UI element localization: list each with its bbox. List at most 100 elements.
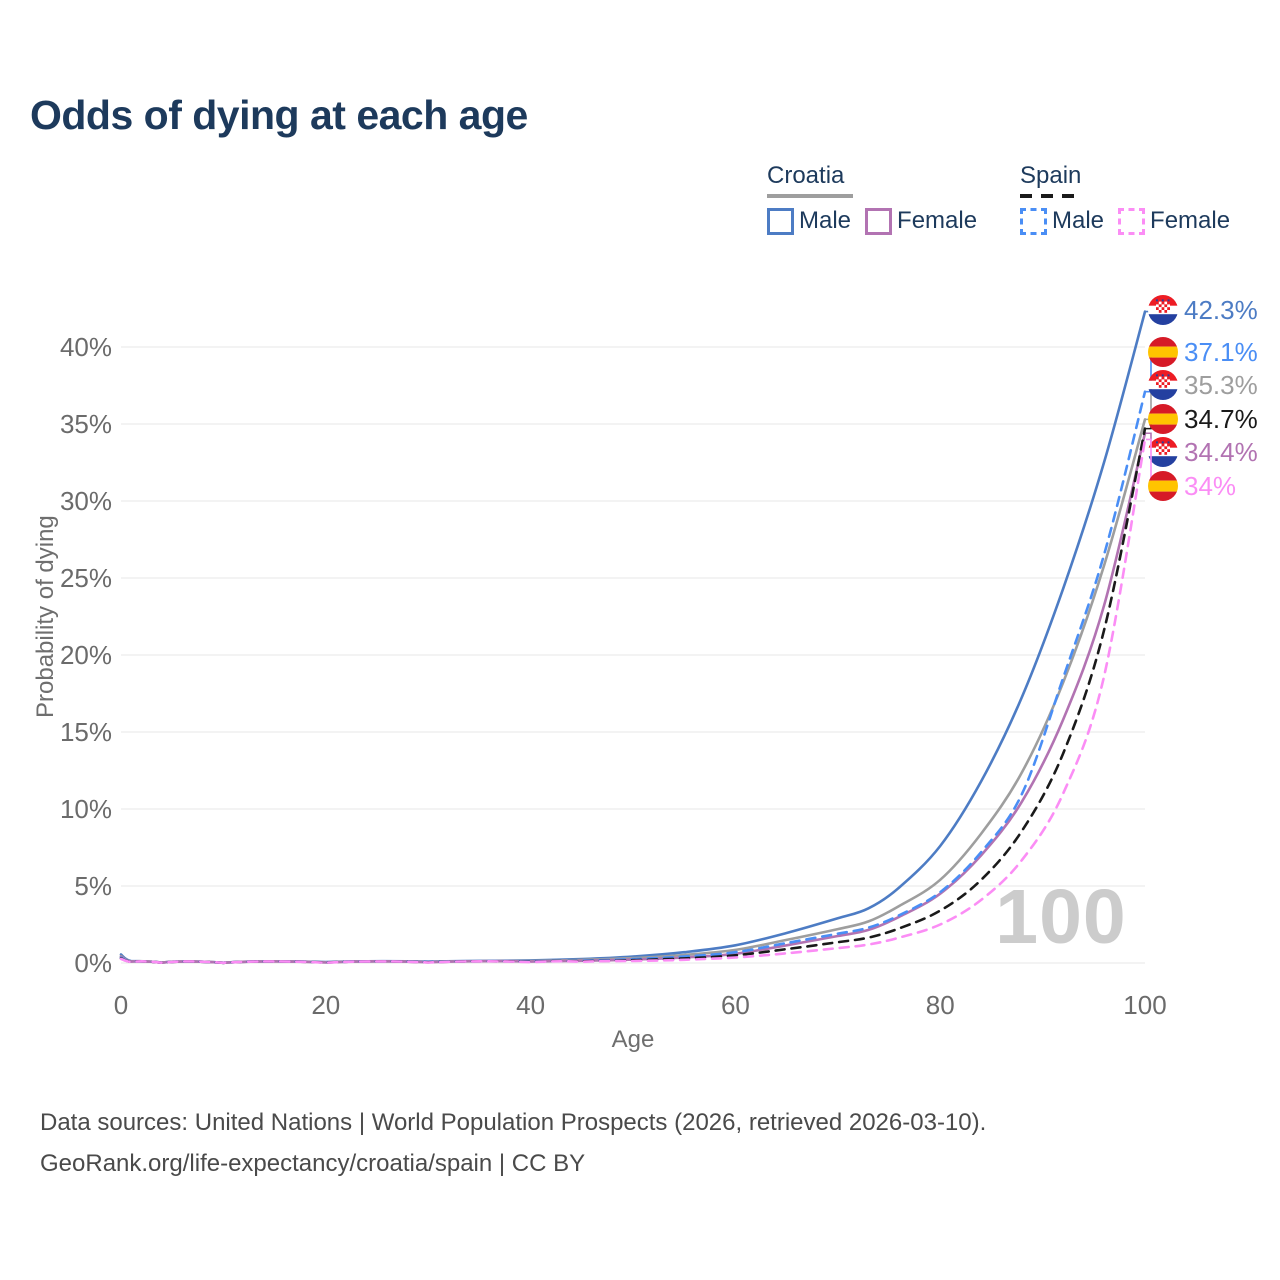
legend-spain-line-sample (1020, 194, 1082, 198)
checker-square (1161, 376, 1165, 380)
checker-square (1161, 452, 1165, 455)
checker-square (1167, 310, 1170, 313)
legend-item-label: Male (799, 207, 852, 234)
checker-square (1156, 376, 1159, 380)
spain-female-swatch-icon (1118, 207, 1146, 235)
checker-square (1156, 446, 1159, 450)
legend-item-label: Male (1052, 207, 1105, 234)
checker-square (1167, 301, 1170, 305)
y-tick-label: 30% (60, 486, 112, 516)
y-tick-label: 35% (60, 409, 112, 439)
checker-square (1158, 301, 1162, 305)
stripe (1148, 471, 1178, 481)
checker-square (1158, 449, 1162, 452)
stripe (1148, 456, 1178, 467)
checker-square (1161, 304, 1165, 308)
legend-croatia-line-sample (767, 194, 853, 198)
crown-dot (1158, 299, 1161, 302)
stripe (1148, 389, 1178, 400)
checker-square (1156, 443, 1159, 447)
checker-square (1164, 307, 1168, 310)
crown-dot (1167, 299, 1170, 302)
stripe (1148, 404, 1178, 414)
line-spain-female (119, 438, 1147, 965)
checker-square (1161, 385, 1165, 388)
spain-flag-icon (1148, 471, 1178, 501)
checker-square (1156, 310, 1159, 313)
checker-square (1158, 304, 1162, 308)
legend-item-label: Female (897, 207, 978, 234)
x-tick-label: 80 (926, 990, 955, 1020)
crown-dot (1158, 441, 1161, 444)
checker-square (1161, 379, 1165, 383)
y-tick-label: 5% (74, 871, 112, 901)
spain-male-swatch-icon (1020, 207, 1047, 235)
crown-dot (1156, 441, 1158, 444)
checker-square (1164, 379, 1168, 383)
spain-flag-icon (1148, 337, 1178, 367)
checker-square (1161, 301, 1165, 305)
checker-square (1156, 382, 1159, 385)
checker-square (1161, 310, 1165, 313)
checker-square (1156, 385, 1159, 388)
crown-dot (1167, 441, 1170, 444)
croatia-female-swatch-icon (865, 207, 893, 235)
crown-dot (1156, 299, 1158, 302)
x-tick-label: 20 (311, 990, 340, 1020)
line-spain-male (119, 390, 1147, 965)
x-tick-label: 40 (516, 990, 545, 1020)
checker-square (1156, 379, 1159, 383)
checker-square (1161, 307, 1165, 310)
y-tick-label: 20% (60, 640, 112, 670)
checker-square (1164, 310, 1168, 313)
checker-square (1167, 385, 1170, 388)
x-tick-label: 100 (1123, 990, 1166, 1020)
age-watermark: 100 (995, 874, 1126, 960)
stripe (1148, 480, 1178, 492)
checker-square (1158, 307, 1162, 310)
crown-dot (1156, 374, 1158, 377)
croatia-flag-icon (1148, 370, 1178, 400)
checker-square (1156, 307, 1159, 310)
footer: Data sources: United Nations | World Pop… (40, 1102, 986, 1184)
crown-dot (1161, 299, 1164, 302)
checker-square (1167, 382, 1170, 385)
legend-item-spain-male: Male (1020, 207, 1104, 235)
checker-square (1156, 449, 1159, 452)
checker-square (1167, 449, 1170, 452)
checker-square (1158, 443, 1162, 447)
checker-square (1158, 446, 1162, 450)
end-value-label: 34% (1184, 471, 1236, 501)
legend-item-croatia-female: Female (865, 207, 977, 235)
checker-square (1164, 304, 1168, 308)
croatia-male-swatch-icon (767, 207, 794, 235)
crown-dot (1161, 374, 1164, 377)
legend-group-spain: Spain Male Female (1020, 162, 1230, 235)
checker-square (1164, 376, 1168, 380)
checker-square (1167, 379, 1170, 383)
checker-square (1158, 310, 1162, 313)
end-value-label: 34.4% (1184, 437, 1258, 467)
y-tick-label: 15% (60, 717, 112, 747)
checker-square (1161, 382, 1165, 385)
x-tick-label: 60 (721, 990, 750, 1020)
page-title: Odds of dying at each age (30, 92, 528, 138)
y-axis-title: Probability of dying (32, 515, 59, 719)
checker-square (1156, 452, 1159, 455)
checker-square (1164, 446, 1168, 450)
checker-square (1164, 301, 1168, 305)
stripe (1148, 314, 1178, 325)
croatia-flag-icon (1148, 295, 1178, 325)
checker-square (1158, 452, 1162, 455)
checker-square (1167, 307, 1170, 310)
crown-dot (1161, 441, 1164, 444)
x-axis-title: Age (611, 1026, 655, 1053)
end-value-label: 34.7% (1184, 404, 1258, 434)
checker-square (1167, 446, 1170, 450)
checker-square (1158, 385, 1162, 388)
legend-item-croatia-male: Male (767, 207, 851, 235)
crown-dot (1167, 374, 1170, 377)
line-croatia-male (119, 310, 1147, 964)
checker-square (1156, 301, 1159, 305)
